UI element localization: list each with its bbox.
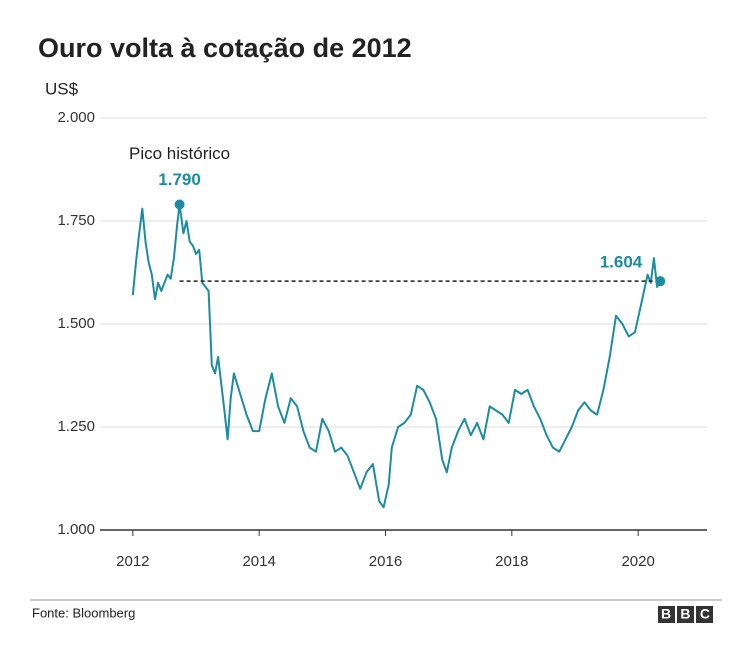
chart-title: Ouro volta à cotação de 2012	[38, 33, 412, 63]
price-line	[131, 203, 662, 509]
x-tick-label: 2018	[495, 553, 528, 570]
logo-box	[677, 606, 694, 623]
x-tick-label: 2020	[621, 553, 654, 570]
annotation-label: 1.604	[600, 253, 643, 272]
logo-text: BBC	[661, 606, 719, 622]
annotation-dot	[174, 199, 185, 210]
logo-box	[696, 606, 713, 623]
y-tick-label: 2.000	[57, 109, 95, 126]
x-tick-label: 2012	[116, 553, 149, 570]
y-axis-label: US$	[45, 79, 79, 98]
y-tick-label: 1.000	[57, 521, 95, 538]
source: Fonte: Bloomberg	[32, 605, 135, 620]
x-tick-label: 2016	[369, 553, 402, 570]
annotation-label: 1.790	[158, 170, 201, 189]
y-tick-label: 1.500	[57, 315, 95, 332]
annotation-dot	[655, 276, 666, 287]
x-tick-label: 2014	[242, 553, 275, 570]
y-tick-label: 1.250	[57, 418, 95, 435]
y-tick-label: 1.750	[57, 212, 95, 229]
logo: BBC	[658, 606, 719, 623]
logo-box	[658, 606, 675, 623]
annotation-note: Pico histórico	[129, 144, 230, 163]
